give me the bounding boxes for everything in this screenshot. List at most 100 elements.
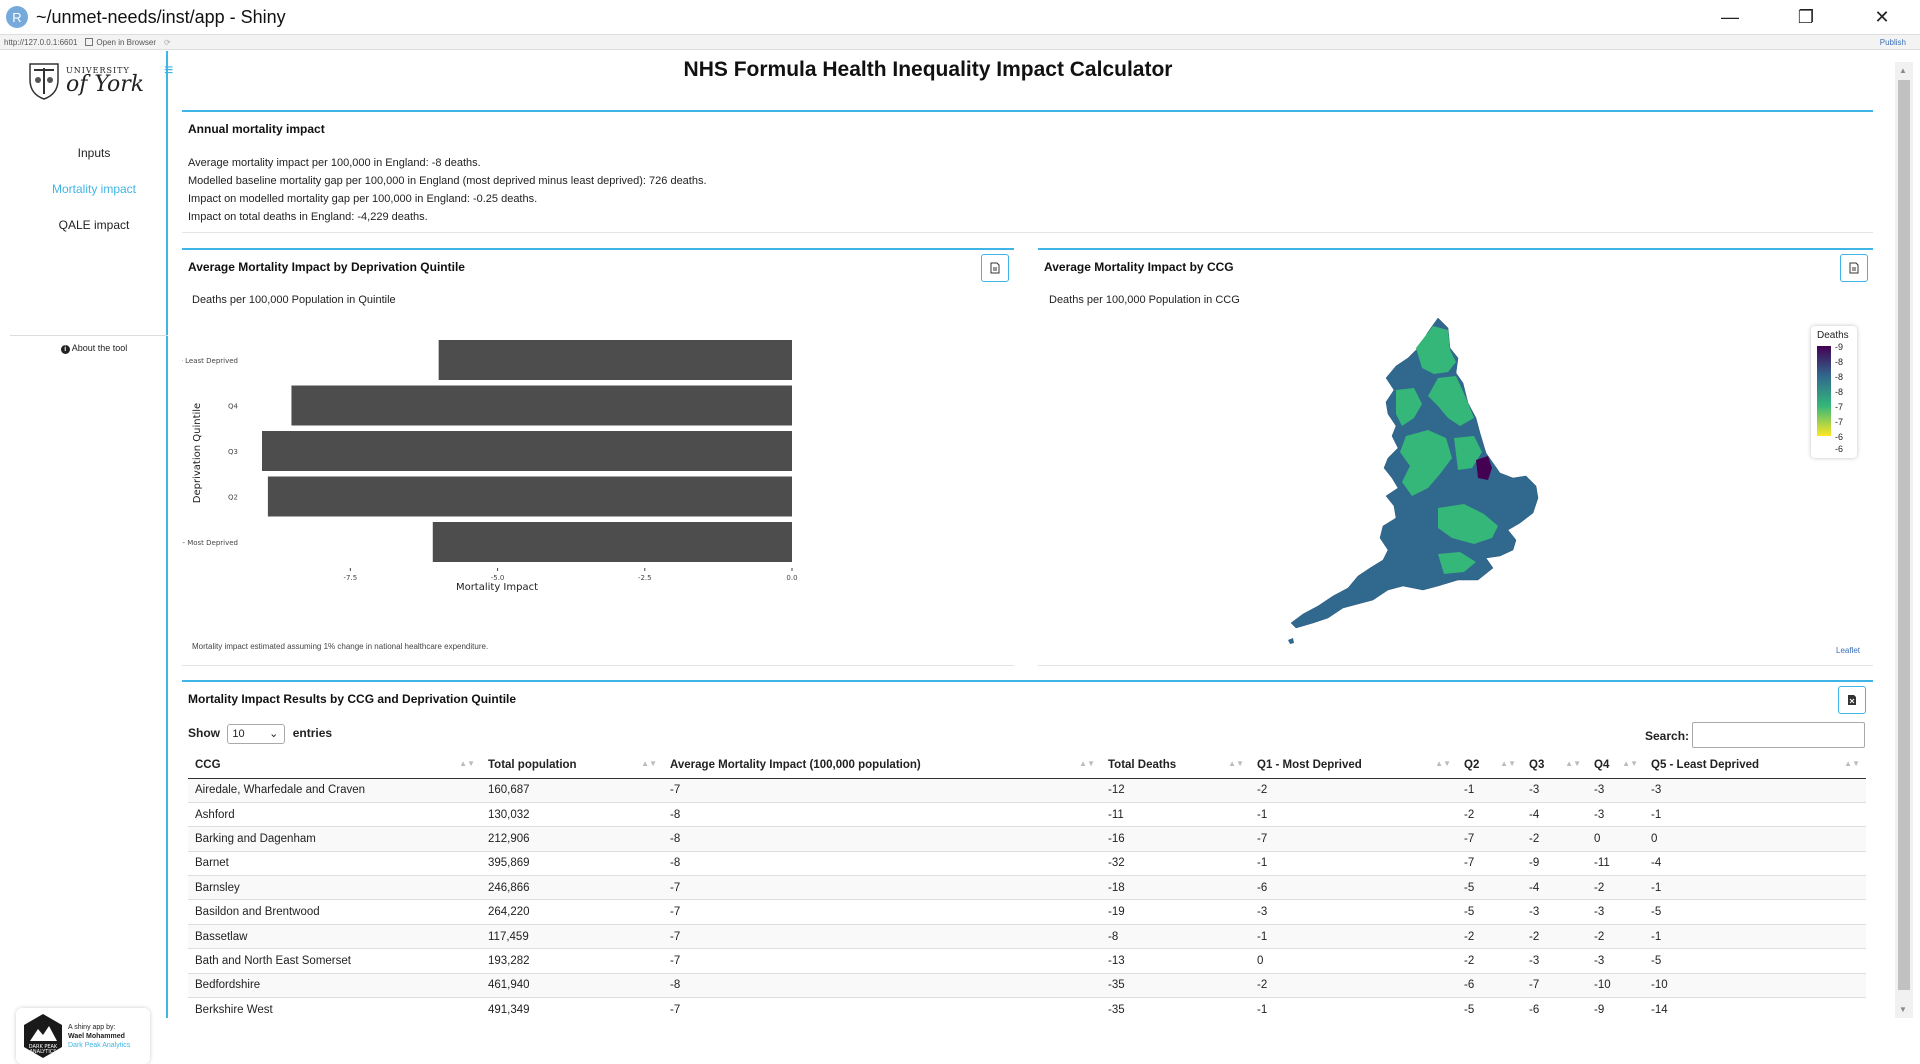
legend-label: -9 <box>1835 342 1844 352</box>
table-row[interactable]: Barnet 395,869 -8 -32 -1 -7 -9 -11 -4 <box>188 850 1866 876</box>
legend-label: -8 <box>1835 387 1844 397</box>
sort-icon: ▲▼ <box>1228 759 1244 768</box>
page-scrollbar[interactable]: ▲ ▼ <box>1895 62 1913 1018</box>
download-results-button[interactable] <box>1838 686 1866 714</box>
restore-button[interactable]: ❐ <box>1797 6 1815 27</box>
col-q4[interactable]: Q4 ▲▼ <box>1587 752 1644 779</box>
table-cell: -5 <box>1457 997 1522 1022</box>
table-row[interactable]: Barnsley 246,866 -7 -18 -6 -5 -4 -2 -1 <box>188 875 1866 900</box>
table-cell: -3 <box>1250 899 1457 925</box>
sort-icon: ▲▼ <box>1500 759 1516 768</box>
col-header-label: Q1 - Most Deprived <box>1257 758 1362 771</box>
open-in-browser-button[interactable]: Open in Browser <box>85 38 156 47</box>
table-cell: -1 <box>1250 997 1457 1022</box>
r-icon: R <box>6 6 28 28</box>
table-cell: -7 <box>1457 826 1522 852</box>
table-row[interactable]: Berkshire West 491,349 -7 -35 -1 -5 -6 -9 -14 <box>188 997 1866 1022</box>
quintile-chart-subtitle: Deaths per 100,000 Population in Quintil… <box>192 294 396 306</box>
page-size-select[interactable]: 10 ⌄ <box>227 724 286 744</box>
table-cell: Ashford <box>188 801 481 827</box>
col-header-label: Total Deaths <box>1108 758 1177 771</box>
sidebar-item-qale-impact[interactable]: QALE impact <box>58 218 130 232</box>
table-cell: -7 <box>663 777 1101 803</box>
window-titlebar: R ~/unmet-needs/inst/app - Shiny — ❐ ✕ <box>0 0 1920 34</box>
brand-small: UNIVERSITY <box>66 65 130 75</box>
yorkshire-region <box>1428 376 1474 426</box>
table-row[interactable]: Bath and North East Somerset 193,282 -7 -13… <box>188 948 1866 974</box>
menu-toggle-icon[interactable]: ≡ <box>164 62 174 79</box>
legend-label: -6 <box>1835 432 1844 442</box>
table-cell: -11 <box>1101 801 1250 827</box>
university-of-york-logo: UNIVERSITY of York <box>28 57 148 103</box>
table-cell: -3 <box>1644 777 1866 803</box>
table-row[interactable]: Bedfordshire 461,940 -8 -35 -2 -6 -7 -10 -10 <box>188 972 1866 998</box>
col-q2[interactable]: Q2 ▲▼ <box>1457 752 1522 779</box>
table-cell: -35 <box>1101 997 1250 1022</box>
highlight-ccg <box>1476 456 1492 480</box>
scrollbar-thumb[interactable] <box>1898 80 1910 990</box>
ccg-map-subtitle: Deaths per 100,000 Population in CCG <box>1049 294 1240 306</box>
download-map-button[interactable] <box>1840 254 1868 282</box>
sort-icon: ▲▼ <box>1435 759 1451 768</box>
ccg-map-box: Average Mortality Impact by CCG Deaths p… <box>1038 248 1873 666</box>
scroll-up-icon[interactable]: ▲ <box>1899 66 1907 75</box>
table-row[interactable]: Ashford 130,032 -8 -11 -1 -2 -4 -3 -1 <box>188 801 1866 827</box>
y-axis-label: Deprivation Quintile <box>192 403 203 503</box>
north-east-region <box>1416 326 1456 374</box>
col-q3[interactable]: Q3 ▲▼ <box>1522 752 1587 779</box>
minimize-button[interactable]: — <box>1721 6 1739 27</box>
refresh-icon[interactable]: ⟳ <box>164 37 171 47</box>
sort-icon: ▲▼ <box>1565 759 1581 768</box>
col-ccg[interactable]: CCG ▲▼ <box>188 752 481 779</box>
sidebar-item-mortality-impact[interactable]: Mortality impact <box>51 182 137 196</box>
table-cell: -6 <box>1250 875 1457 900</box>
col-avg-impact[interactable]: Average Mortality Impact (100,000 popula… <box>663 752 1101 779</box>
sort-icon: ▲▼ <box>1622 759 1638 768</box>
y-tick-label: Q5 - Least Deprived <box>182 357 238 365</box>
table-cell: -1 <box>1644 923 1866 949</box>
table-cell: -35 <box>1101 972 1250 998</box>
col-q1[interactable]: Q1 - Most Deprived ▲▼ <box>1250 752 1457 779</box>
sidebar-item-inputs[interactable]: Inputs <box>77 146 111 160</box>
publish-button[interactable]: Publish <box>1879 37 1906 47</box>
south-coast-region <box>1438 552 1476 574</box>
table-cell: -7 <box>1522 972 1587 998</box>
leaflet-attribution[interactable]: Leaflet <box>1836 646 1861 655</box>
hex-text-2: ANALYTICS <box>30 1049 57 1055</box>
search-input[interactable] <box>1692 722 1865 748</box>
table-cell: -7 <box>1250 826 1457 852</box>
table-cell: -2 <box>1250 777 1457 803</box>
table-row[interactable]: Airedale, Wharfedale and Craven 160,687 -7… <box>188 777 1866 803</box>
table-cell: -9 <box>1587 997 1644 1022</box>
bar-2 <box>291 385 792 426</box>
credit-badge[interactable]: DARK PEAK ANALYTICS A shiny app by: Wael… <box>16 1008 150 1064</box>
table-cell: -1 <box>1457 777 1522 803</box>
england-ccg-map[interactable] <box>1288 318 1588 668</box>
sort-icon: ▲▼ <box>1844 759 1860 768</box>
close-button[interactable]: ✕ <box>1874 6 1890 27</box>
table-cell: -1 <box>1250 850 1457 876</box>
col-q5[interactable]: Q5 - Least Deprived ▲▼ <box>1644 752 1866 779</box>
page-length-control: Show 10 ⌄ entries <box>188 724 332 744</box>
legend-title: Deaths <box>1817 330 1849 341</box>
table-cell: 117,459 <box>481 923 663 949</box>
download-quintile-button[interactable] <box>981 254 1009 282</box>
north-west-region <box>1396 388 1422 426</box>
col-header-label: Average Mortality Impact (100,000 popula… <box>670 758 921 771</box>
scroll-down-icon[interactable]: ▼ <box>1899 1005 1907 1014</box>
col-total-deaths[interactable]: Total Deaths ▲▼ <box>1101 752 1250 779</box>
col-population[interactable]: Total population ▲▼ <box>481 752 663 779</box>
file-download-icon <box>1849 262 1859 274</box>
table-row[interactable]: Barking and Dagenham 212,906 -8 -16 -7 -7 -2 0 0 <box>188 826 1866 852</box>
table-cell: -2 <box>1457 923 1522 949</box>
table-cell: -4 <box>1522 875 1587 900</box>
credit-line3[interactable]: Dark Peak Analytics <box>68 1041 131 1049</box>
table-row[interactable]: Bassetlaw 117,459 -7 -8 -1 -2 -2 -2 -1 <box>188 923 1866 949</box>
legend-label: -8 <box>1835 372 1844 382</box>
sidebar-item-about[interactable]: i About the tool <box>0 343 188 354</box>
table-cell: 193,282 <box>481 948 663 974</box>
table-cell: -19 <box>1101 899 1250 925</box>
table-row[interactable]: Basildon and Brentwood 264,220 -7 -19 -3 -5 -3… <box>188 899 1866 925</box>
table-header-row: CCG ▲▼ Total population ▲▼ Average Mortali… <box>188 752 1866 779</box>
table-cell: -5 <box>1644 948 1866 974</box>
